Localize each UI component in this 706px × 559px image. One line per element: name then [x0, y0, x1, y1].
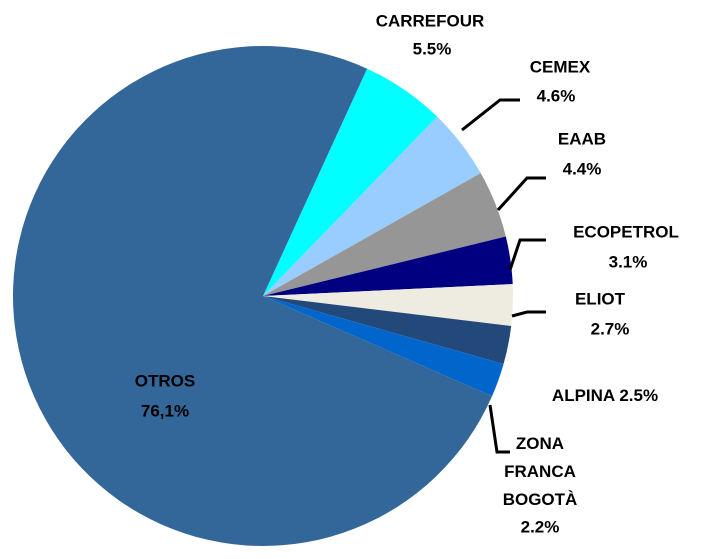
slice [263, 68, 438, 296]
leader-line [511, 310, 546, 318]
category-label: ALPINA [552, 386, 615, 405]
category-label: ELIOT [575, 289, 626, 308]
category-label: ZONA FRANCA BOGOTÀ [503, 434, 578, 509]
slice [263, 236, 513, 296]
slice [263, 296, 504, 397]
leader-line [488, 404, 510, 454]
slice [263, 296, 512, 365]
leader-line [461, 98, 520, 132]
category-label: OTROS [135, 371, 195, 390]
slice-label: ALPINA 2.5% [552, 386, 658, 405]
slice [263, 284, 513, 326]
slice [263, 173, 506, 296]
value-label: 5.5% [413, 39, 452, 58]
category-label: CEMEX [530, 57, 591, 76]
category-label: EAAB [558, 129, 606, 148]
leader-lines [461, 98, 546, 454]
value-label: 4.6% [537, 86, 576, 105]
value-label: 2.2% [521, 517, 560, 536]
leader-line [496, 176, 546, 212]
value-label: 76,1% [141, 401, 189, 420]
slice [263, 116, 481, 296]
value-label: 2.7% [591, 319, 630, 338]
value-label: 4.4% [563, 159, 602, 178]
slice [13, 46, 493, 547]
category-label: CARREFOUR [376, 11, 485, 30]
value-label: 2.5% [619, 386, 658, 405]
value-label: 3.1% [609, 252, 648, 271]
category-label: ECOPETROL [573, 222, 679, 241]
slices [13, 46, 513, 547]
leader-line [508, 238, 546, 271]
